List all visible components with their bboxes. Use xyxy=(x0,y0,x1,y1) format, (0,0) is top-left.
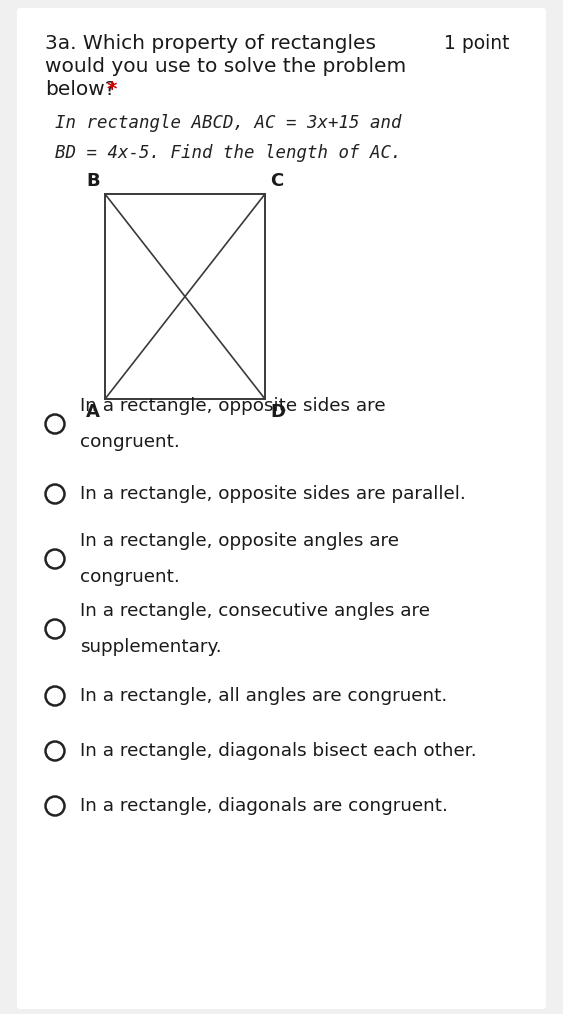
Text: congruent.: congruent. xyxy=(80,433,180,451)
Text: In a rectangle, diagonals bisect each other.: In a rectangle, diagonals bisect each ot… xyxy=(80,742,477,760)
Text: below?: below? xyxy=(45,80,115,99)
Bar xyxy=(105,194,265,399)
Text: In a rectangle, opposite sides are: In a rectangle, opposite sides are xyxy=(80,397,386,415)
Text: In rectangle ABCD, AC = 3x+15 and: In rectangle ABCD, AC = 3x+15 and xyxy=(55,114,401,132)
Text: C: C xyxy=(270,172,283,190)
FancyBboxPatch shape xyxy=(17,8,546,1009)
Text: B: B xyxy=(86,172,100,190)
Text: A: A xyxy=(86,403,100,421)
Text: D: D xyxy=(270,403,285,421)
Text: would you use to solve the problem: would you use to solve the problem xyxy=(45,57,406,76)
Text: congruent.: congruent. xyxy=(80,568,180,586)
Text: *: * xyxy=(107,80,117,99)
Text: 3a. Which property of rectangles: 3a. Which property of rectangles xyxy=(45,34,376,53)
Text: In a rectangle, all angles are congruent.: In a rectangle, all angles are congruent… xyxy=(80,687,447,705)
Text: 1 point: 1 point xyxy=(445,34,510,53)
Text: In a rectangle, consecutive angles are: In a rectangle, consecutive angles are xyxy=(80,602,430,620)
Text: In a rectangle, diagonals are congruent.: In a rectangle, diagonals are congruent. xyxy=(80,797,448,815)
Text: In a rectangle, opposite angles are: In a rectangle, opposite angles are xyxy=(80,532,399,550)
Text: In a rectangle, opposite sides are parallel.: In a rectangle, opposite sides are paral… xyxy=(80,485,466,503)
Text: supplementary.: supplementary. xyxy=(80,638,222,656)
Text: BD = 4x-5. Find the length of AC.: BD = 4x-5. Find the length of AC. xyxy=(55,144,401,162)
